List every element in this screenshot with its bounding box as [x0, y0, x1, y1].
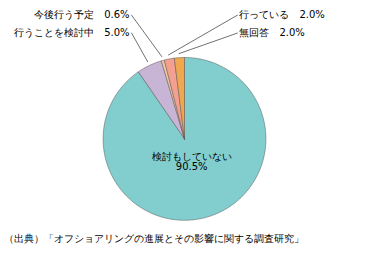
- html-text:（出典）「オフショアリングの進展とその影響に関する調査研究」: （出典）「オフショアリングの進展とその影響に関する調査研究」: [4, 233, 304, 244]
- svg-text:検討もしていない90.5%: 検討もしていない90.5%: [152, 151, 232, 172]
- svg-text:行っている 2.0%: 行っている 2.0%: [239, 9, 324, 20]
- svg-text:無回答 2.0%: 無回答 2.0%: [239, 27, 304, 38]
- svg-text:今後行う予定 0.6%: 今後行う予定 0.6%: [34, 9, 129, 20]
- svg-text:行うことを検討中 5.0%: 行うことを検討中 5.0%: [14, 27, 129, 38]
